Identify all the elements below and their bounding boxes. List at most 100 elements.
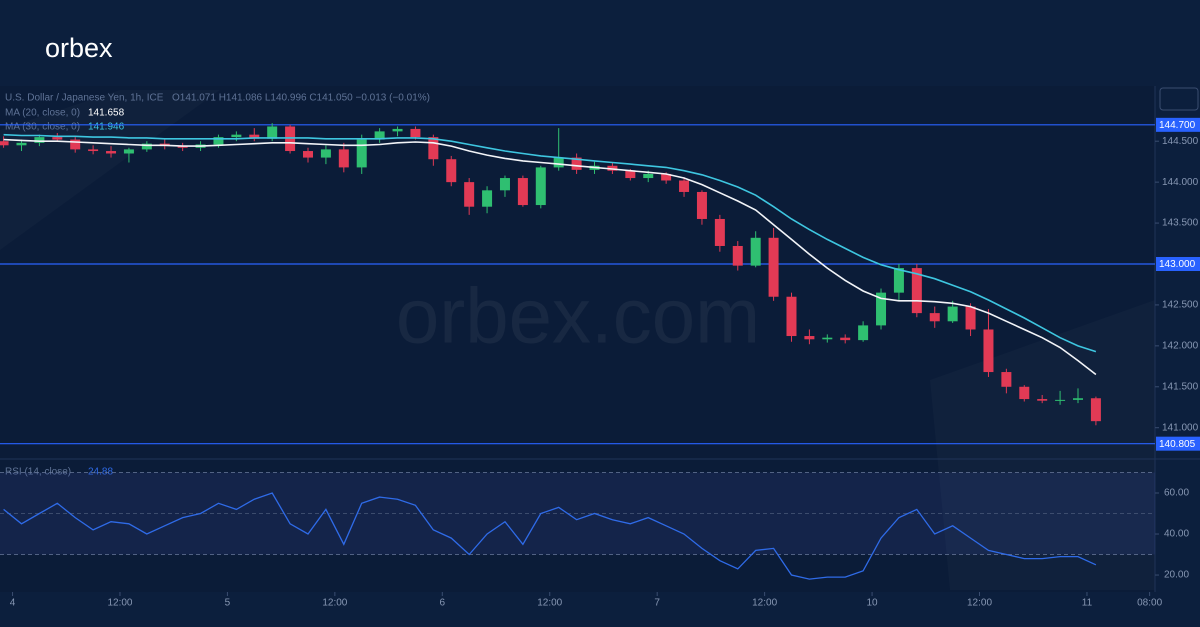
ma-line (3, 133, 1097, 353)
candle-body (285, 126, 296, 152)
candle-body (1037, 399, 1048, 401)
candle-body (356, 139, 367, 168)
x-tick-label: 10 (867, 598, 879, 609)
candle-body (696, 191, 707, 219)
candle-body (374, 131, 385, 140)
x-tick-label: 11 (1082, 598, 1093, 609)
candle-body (88, 149, 99, 152)
candle-body (249, 134, 260, 139)
candle-body (410, 128, 421, 138)
symbol: U.S. Dollar / Japanese Yen, 1h, ICE (5, 93, 164, 104)
candle-body (893, 268, 904, 293)
candle-body (911, 268, 922, 314)
candle-body (983, 329, 994, 373)
candle-body (625, 170, 636, 179)
x-tick-label: 12:00 (537, 598, 562, 609)
candle-body (822, 337, 833, 340)
x-tick-label: 12:00 (107, 598, 132, 609)
y-tick-label: 144.000 (1162, 177, 1199, 188)
y-tick-label: 141.500 (1162, 381, 1199, 392)
y-tick-label: 60.00 (1164, 488, 1189, 499)
legend-label: MA (30, close, 0) (5, 122, 80, 133)
y-tick-label: 40.00 (1164, 529, 1189, 540)
candle-body (338, 149, 349, 168)
x-tick-label: 12:00 (322, 598, 347, 609)
ma-line (3, 138, 1097, 376)
candle-body (446, 159, 457, 183)
candle-body (535, 167, 546, 206)
x-tick-label: 08:00 (1137, 598, 1162, 609)
candle-body (947, 306, 958, 322)
candle-body (1073, 398, 1083, 400)
x-tick-label: 6 (440, 598, 446, 609)
candle-body (786, 296, 797, 337)
x-tick-label: 7 (654, 598, 660, 609)
candle-body (840, 337, 851, 341)
candle-body (70, 139, 81, 150)
candle-body (804, 336, 815, 340)
logo: orbex (45, 33, 113, 63)
candle-body (571, 157, 582, 170)
rsi-line (3, 492, 1097, 580)
legend-value: 141.658 (88, 108, 125, 119)
candle-body (679, 180, 690, 192)
candle-body (643, 173, 654, 179)
candle-body (428, 137, 439, 160)
y-tick-label: 141.000 (1162, 422, 1199, 433)
candle-body (1090, 398, 1101, 422)
candle-body (732, 245, 743, 266)
candle-body (517, 178, 528, 206)
y-tick-label: 142.500 (1162, 300, 1199, 311)
candle-body (965, 306, 976, 330)
x-tick-label: 5 (225, 598, 231, 609)
candle-body (1055, 399, 1066, 401)
candle-body (768, 237, 779, 297)
candle-body (177, 146, 188, 148)
candle-body (213, 137, 224, 145)
candle-body (392, 128, 403, 132)
candle-body (123, 149, 134, 154)
level-box (1156, 436, 1200, 451)
candle-body (876, 292, 887, 326)
level-box (1156, 117, 1200, 132)
candle-body (858, 325, 869, 341)
watermark: orbex.com (396, 272, 760, 360)
y-tick-label: 144.500 (1162, 136, 1199, 147)
candle-body (52, 137, 63, 140)
legend-value: 141.946 (88, 122, 125, 133)
x-tick-label: 12:00 (752, 598, 777, 609)
candle-body (750, 237, 761, 266)
level-box (1156, 256, 1200, 271)
candle-body (320, 149, 331, 158)
candle-body (106, 151, 117, 154)
candle-body (661, 173, 672, 181)
level-label: 144.700 (1159, 120, 1196, 131)
candle-body (0, 141, 9, 146)
candle-body (482, 190, 493, 207)
x-tick-label: 12:00 (967, 598, 992, 609)
y-tick-label: 20.00 (1164, 570, 1189, 581)
ohlc: O141.071 H141.086 L140.996 C141.050 −0.0… (172, 93, 430, 104)
candle-body (553, 157, 564, 168)
level-label: 143.000 (1159, 259, 1196, 270)
plot-area (0, 86, 1155, 592)
candle-body (34, 137, 45, 143)
scale-box (1159, 87, 1199, 111)
y-tick-label: 142.000 (1162, 340, 1199, 351)
legend-label: MA (20, close, 0) (5, 108, 80, 119)
candle-body (141, 143, 152, 150)
candle-body (16, 142, 27, 146)
candle-body (714, 218, 725, 246)
y-tick-label: 143.500 (1162, 218, 1199, 229)
candle-body (231, 134, 242, 138)
candle-body (499, 178, 510, 191)
candle-body (464, 182, 475, 207)
candle-body (267, 126, 278, 139)
candle-body (1001, 372, 1012, 387)
x-tick-label: 4 (10, 598, 16, 609)
candle-body (303, 151, 313, 158)
candle-body (929, 313, 940, 322)
level-label: 140.805 (1159, 439, 1196, 450)
candle-body (1019, 386, 1030, 400)
